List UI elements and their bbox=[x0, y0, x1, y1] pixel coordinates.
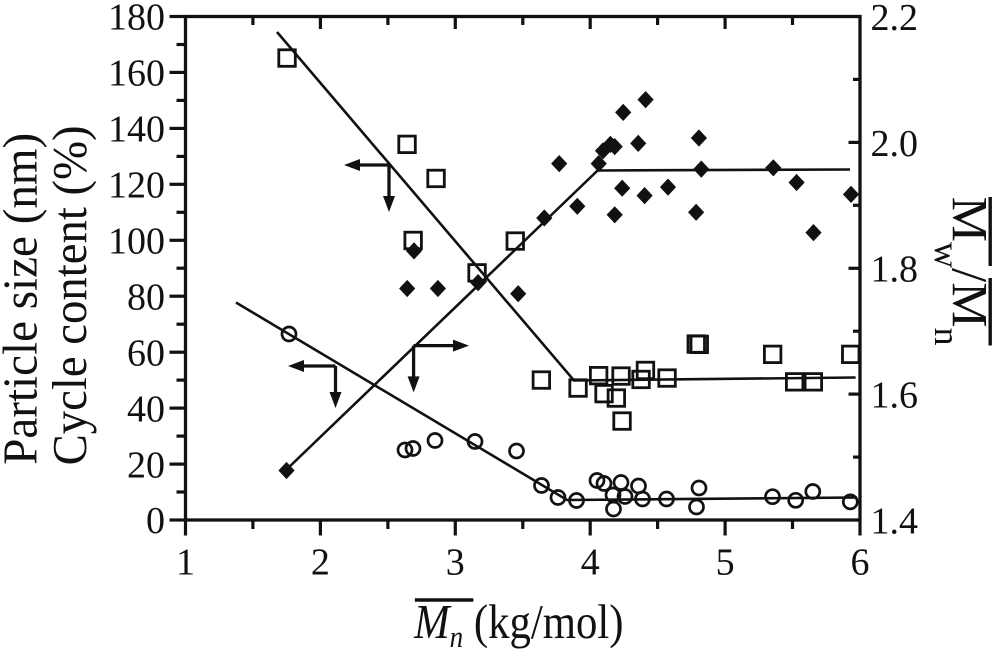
svg-text:6: 6 bbox=[851, 542, 870, 584]
svg-text:1.8: 1.8 bbox=[871, 249, 919, 291]
svg-text:3: 3 bbox=[446, 542, 465, 584]
svg-text:4: 4 bbox=[581, 542, 600, 584]
svg-text:40: 40 bbox=[127, 388, 165, 430]
svg-text:180: 180 bbox=[108, 0, 165, 39]
svg-text:Particle size (nm): Particle size (nm) bbox=[0, 133, 47, 465]
svg-text:2.2: 2.2 bbox=[871, 0, 919, 39]
svg-text:160: 160 bbox=[108, 53, 165, 95]
svg-text:0: 0 bbox=[146, 500, 165, 542]
svg-text:140: 140 bbox=[108, 109, 165, 151]
svg-text:20: 20 bbox=[127, 444, 165, 486]
svg-text:5: 5 bbox=[716, 542, 735, 584]
svg-text:Mw/Mn: Mw/Mn bbox=[927, 197, 997, 346]
svg-text:1: 1 bbox=[176, 542, 195, 584]
svg-text:100: 100 bbox=[108, 221, 165, 263]
svg-text:120: 120 bbox=[108, 165, 165, 207]
svg-text:1.6: 1.6 bbox=[871, 375, 919, 417]
svg-text:Mn (kg/mol): Mn (kg/mol) bbox=[413, 594, 623, 654]
svg-text:60: 60 bbox=[127, 332, 165, 374]
svg-text:80: 80 bbox=[127, 276, 165, 318]
svg-text:2: 2 bbox=[311, 542, 330, 584]
svg-text:Cycle content (%): Cycle content (%) bbox=[42, 125, 97, 465]
svg-text:1.4: 1.4 bbox=[871, 500, 919, 542]
svg-text:2.0: 2.0 bbox=[871, 123, 919, 165]
